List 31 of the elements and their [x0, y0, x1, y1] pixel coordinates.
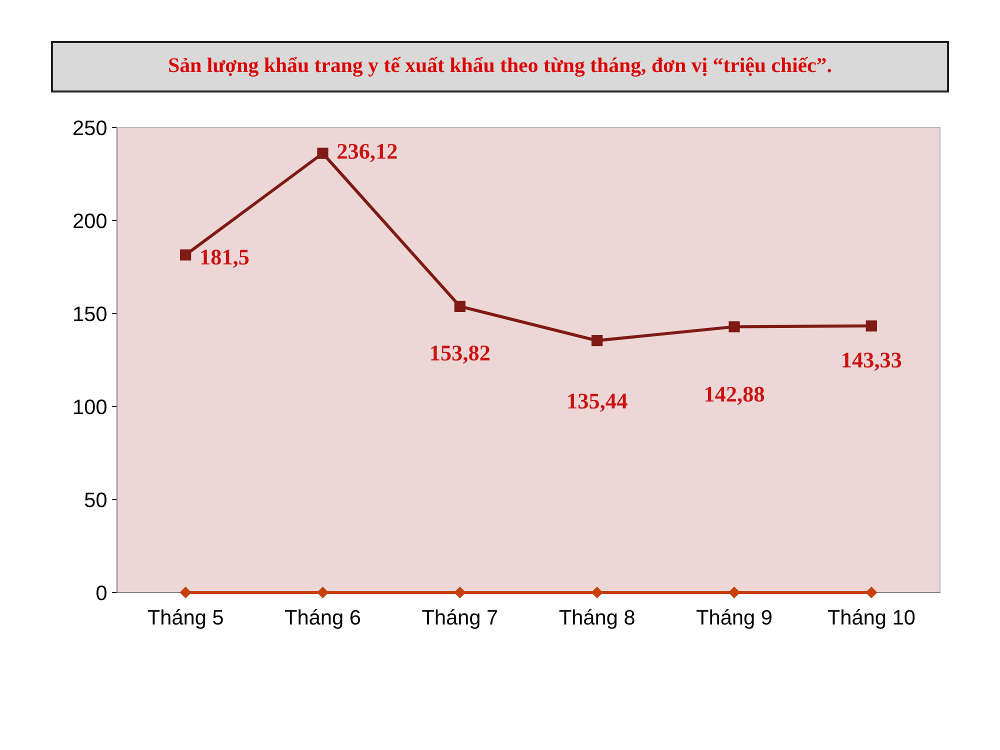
data-label: 143,33: [842, 352, 902, 371]
y-tick-label: 0: [96, 586, 106, 600]
point: [317, 148, 328, 159]
x-tick-label: Tháng 5: [148, 609, 223, 629]
y-tick-label: 50: [84, 492, 106, 508]
chart-title: Sản lượng khẩu trang y tế xuất khẩu theo từng tháng, đơn vị “triệu chiếc”.: [169, 56, 832, 77]
data-label: 153,82: [431, 346, 490, 364]
y-tick-label: 250: [74, 120, 106, 136]
point: [180, 249, 192, 260]
data-label: 135,44: [568, 394, 628, 412]
point: [454, 300, 466, 312]
point: [728, 321, 740, 332]
y-tick-label: 100: [74, 400, 106, 414]
point: [866, 586, 878, 598]
x-tick-label: Tháng 6: [285, 609, 360, 629]
data-label: 181,5: [201, 250, 249, 268]
y-tick-label: 150: [74, 306, 106, 322]
point: [454, 586, 466, 598]
point: [591, 586, 603, 598]
point: [180, 586, 192, 598]
y-tick-label: 200: [74, 214, 106, 228]
data-label: 236,12: [338, 144, 397, 162]
point: [592, 335, 603, 346]
point: [728, 586, 740, 598]
x-tick-label: Tháng 10: [828, 609, 915, 629]
data-label: 142,88: [705, 386, 764, 405]
x-tick-label: Tháng 8: [559, 609, 634, 629]
x-tick-label: Tháng 7: [422, 609, 498, 629]
point: [866, 320, 877, 332]
x-tick-label: Tháng 9: [696, 609, 772, 629]
point: [317, 586, 328, 598]
